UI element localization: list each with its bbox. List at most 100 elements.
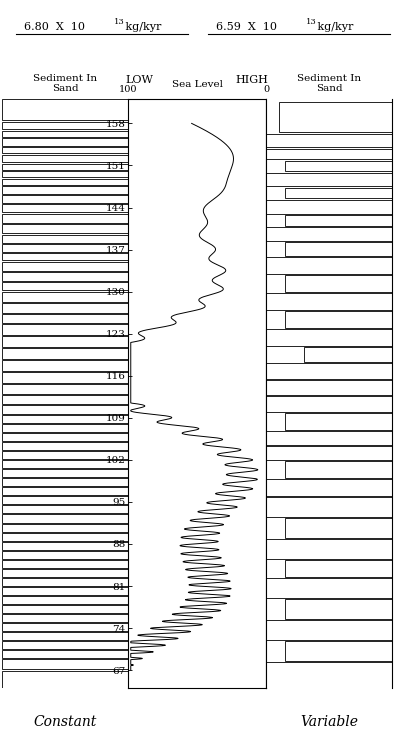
Bar <box>2 282 128 291</box>
Bar <box>266 578 392 598</box>
Bar <box>2 372 128 383</box>
Bar <box>285 160 392 171</box>
Bar <box>266 479 392 496</box>
Bar <box>2 224 128 233</box>
Bar <box>304 347 392 362</box>
Bar <box>2 587 128 595</box>
Bar <box>2 395 128 404</box>
Bar <box>2 213 128 222</box>
Bar <box>2 235 128 243</box>
Bar <box>2 560 128 568</box>
Bar <box>2 415 128 422</box>
Bar <box>2 384 128 394</box>
Bar <box>2 336 128 347</box>
Text: 6.59  X  10: 6.59 X 10 <box>216 21 277 32</box>
Bar <box>2 651 128 658</box>
Bar <box>266 149 392 160</box>
Text: 13: 13 <box>114 18 125 26</box>
Bar <box>266 199 392 213</box>
Text: 6.80  X  10: 6.80 X 10 <box>24 21 85 32</box>
Bar <box>2 615 128 622</box>
Bar <box>2 596 128 604</box>
Bar <box>266 662 392 688</box>
Bar <box>2 533 128 541</box>
Text: kg/kyr: kg/kyr <box>314 21 353 32</box>
Bar <box>266 227 392 241</box>
Bar <box>266 134 392 147</box>
Bar <box>2 155 128 163</box>
Bar <box>2 578 128 586</box>
Bar <box>266 173 392 186</box>
Bar <box>2 424 128 431</box>
Bar <box>2 659 128 669</box>
Bar <box>266 329 392 346</box>
Bar <box>2 542 128 550</box>
Text: kg/kyr: kg/kyr <box>122 21 161 32</box>
Bar <box>2 147 128 153</box>
Bar <box>2 303 128 313</box>
Bar <box>2 406 128 414</box>
Bar <box>266 380 392 395</box>
Bar <box>2 514 128 523</box>
Bar <box>2 524 128 532</box>
Bar <box>285 413 392 430</box>
Bar <box>2 130 128 137</box>
Bar <box>266 620 392 640</box>
Bar <box>2 505 128 513</box>
Bar <box>2 496 128 503</box>
Bar <box>2 261 128 271</box>
Text: Variable: Variable <box>300 715 358 729</box>
Bar <box>285 275 392 291</box>
Bar <box>2 478 128 486</box>
Bar <box>266 431 392 445</box>
Bar <box>2 641 128 649</box>
Bar <box>2 179 128 185</box>
Bar <box>2 272 128 281</box>
Bar <box>285 241 392 255</box>
Bar <box>2 314 128 323</box>
Bar <box>2 121 128 130</box>
Bar <box>266 396 392 411</box>
Bar <box>285 599 392 619</box>
Bar <box>2 186 128 194</box>
Bar <box>2 469 128 477</box>
Bar <box>285 461 392 478</box>
Bar <box>2 99 128 121</box>
Bar <box>266 446 392 460</box>
Bar <box>2 138 128 146</box>
Bar <box>2 360 128 371</box>
Bar <box>2 171 128 177</box>
Text: Sea Level: Sea Level <box>172 79 222 89</box>
Bar <box>2 433 128 441</box>
Bar <box>285 560 392 577</box>
Bar <box>285 641 392 661</box>
Bar <box>2 632 128 640</box>
Bar <box>285 518 392 538</box>
Text: HIGH: HIGH <box>236 74 269 85</box>
Bar <box>266 293 392 310</box>
Text: Sediment In
Sand: Sediment In Sand <box>33 74 97 93</box>
Bar <box>2 253 128 261</box>
Bar <box>2 551 128 559</box>
Text: 13: 13 <box>306 18 317 26</box>
Bar <box>2 163 128 170</box>
Bar <box>2 487 128 495</box>
Bar <box>2 460 128 467</box>
Bar <box>279 102 392 132</box>
Bar <box>2 605 128 613</box>
Bar <box>285 311 392 328</box>
Bar <box>2 244 128 252</box>
Bar <box>2 204 128 212</box>
Bar <box>2 324 128 335</box>
Bar <box>266 363 392 379</box>
Text: LOW: LOW <box>125 74 153 85</box>
Bar <box>2 623 128 631</box>
Bar <box>266 539 392 559</box>
Bar <box>266 497 392 517</box>
Bar <box>285 188 392 199</box>
Bar <box>2 442 128 450</box>
Bar <box>285 215 392 225</box>
Bar <box>2 569 128 577</box>
Bar <box>2 348 128 359</box>
Bar <box>2 195 128 202</box>
